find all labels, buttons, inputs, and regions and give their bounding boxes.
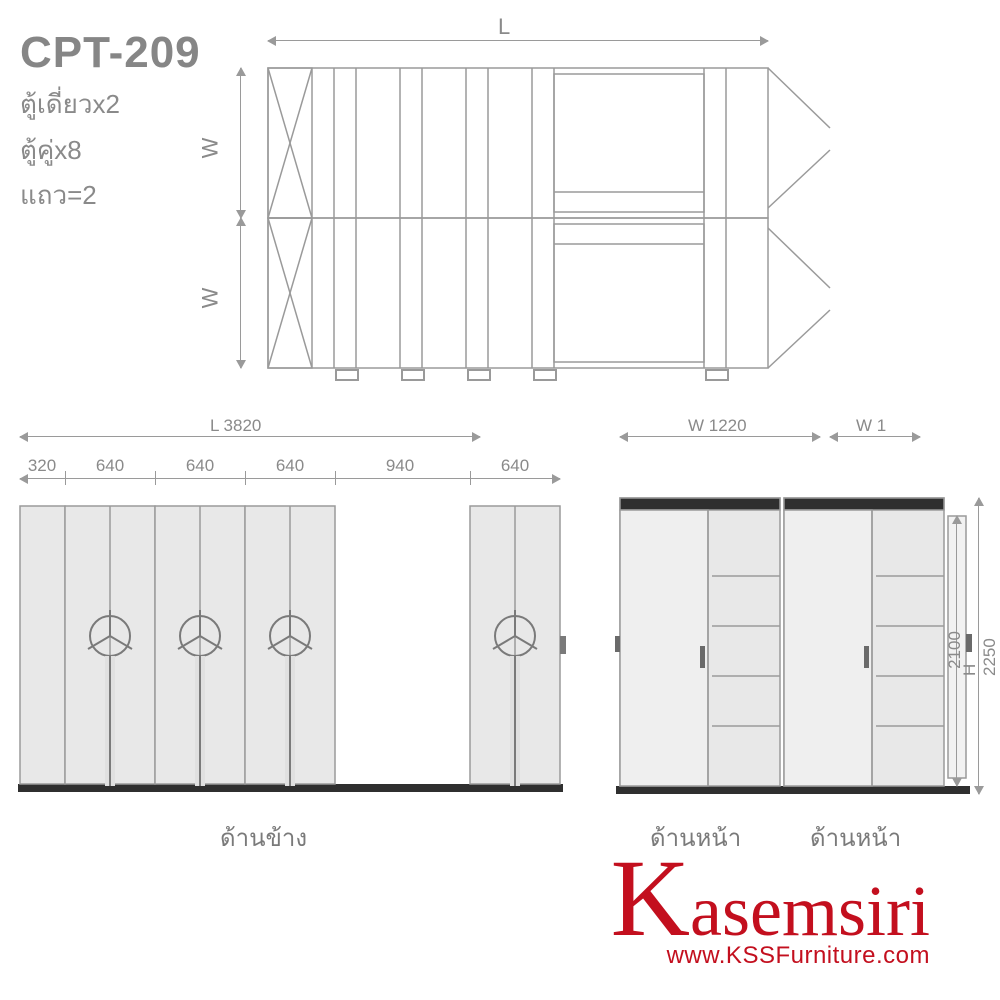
dim-L (268, 40, 768, 41)
seg-label: 940 (340, 456, 460, 476)
label-W: W (197, 288, 223, 309)
label-H-inner: 2100 (945, 631, 965, 669)
brand-logo: Kasemsiri www.KSSFurniture.com (611, 849, 930, 970)
dim-W-big (620, 436, 820, 437)
label-H-outer: H 2250 (960, 636, 1000, 676)
top-view-drawing (0, 0, 1000, 420)
brand-rest: asemsiri (690, 871, 930, 951)
label-W: W (197, 138, 223, 159)
label-W-big: W 1220 (688, 416, 747, 436)
label-total-L: L 3820 (210, 416, 261, 436)
label-L: L (498, 14, 510, 40)
dim-W1 (240, 68, 241, 218)
front-view-drawing (0, 486, 1000, 846)
brand-initial: K (611, 837, 690, 959)
seg-label: 640 (230, 456, 350, 476)
dim-W2 (240, 218, 241, 368)
dim-seg-line (20, 478, 560, 479)
seg-label: 640 (455, 456, 575, 476)
label-W-small: W 1 (856, 416, 886, 436)
dim-total-L (20, 436, 480, 437)
dim-W-small (830, 436, 920, 437)
brand-name: Kasemsiri (611, 849, 930, 948)
